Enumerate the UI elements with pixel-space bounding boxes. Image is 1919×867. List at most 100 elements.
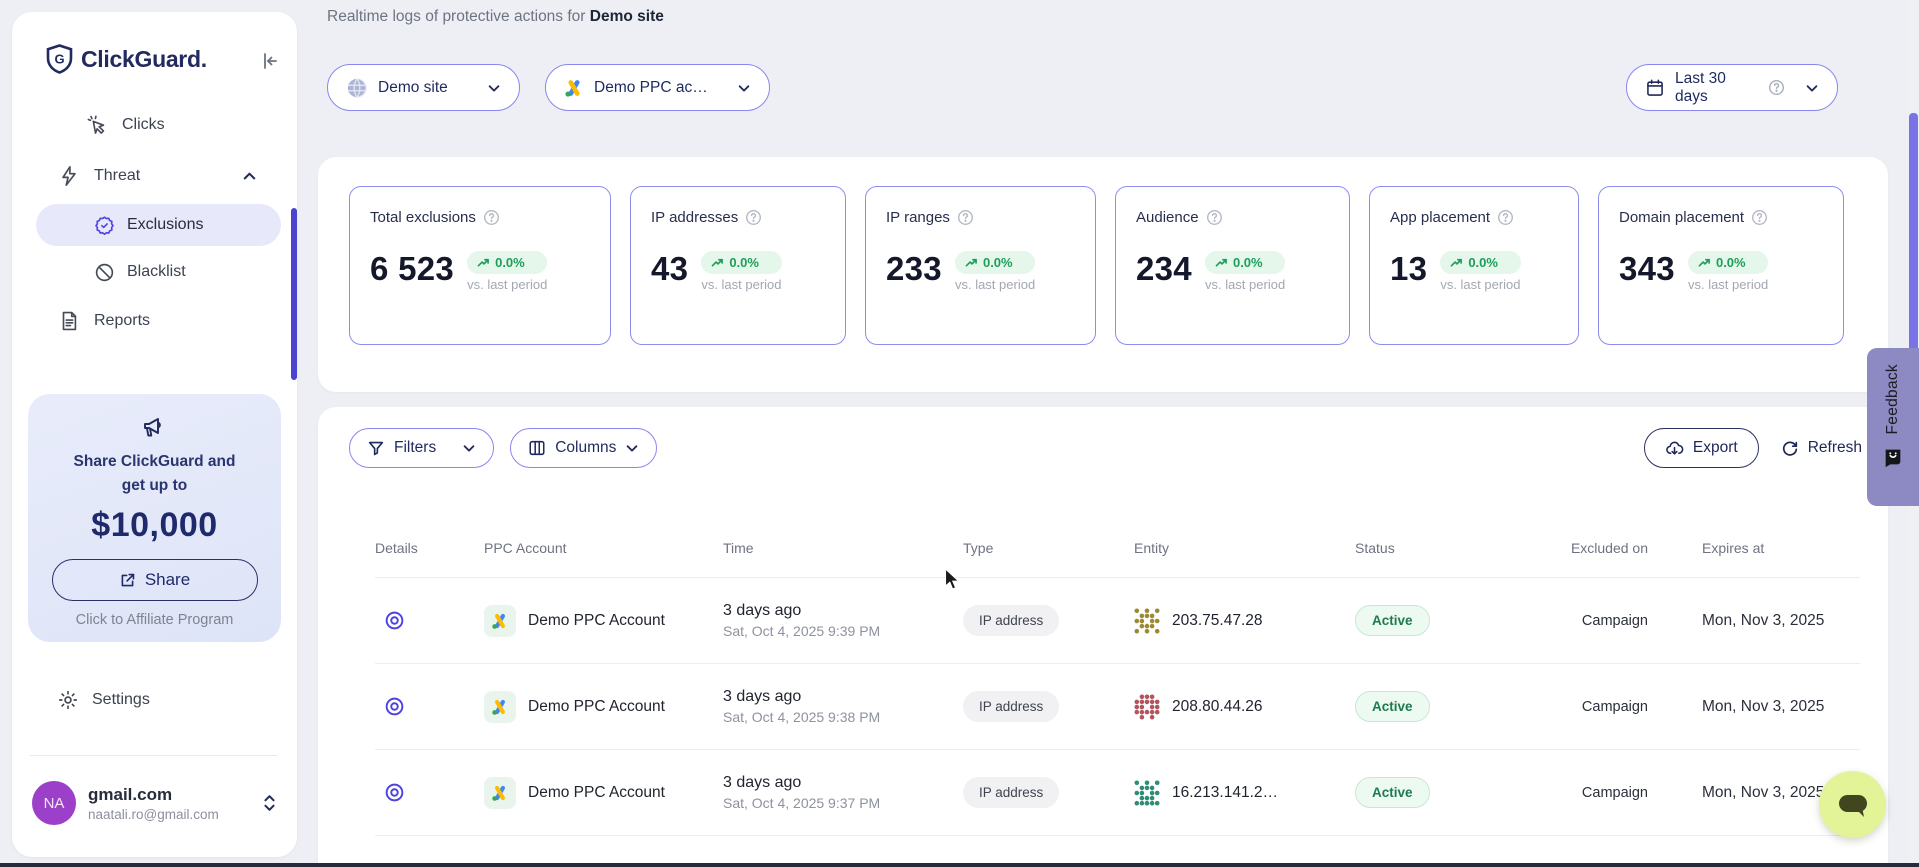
subtitle-text: Realtime logs of protective actions for — [327, 8, 586, 25]
row-details-eye-icon[interactable] — [383, 695, 406, 718]
cloud-download-icon — [1665, 439, 1684, 458]
refresh-button[interactable]: Refresh — [1781, 439, 1862, 457]
table-row[interactable]: Demo PPC Account 3 days ago Sat, Oct 4, … — [375, 664, 1860, 750]
column-header: Status — [1355, 540, 1395, 557]
stat-card: App placement 13 0.0% vs. last period — [1369, 186, 1579, 345]
column-header: Expires at — [1702, 540, 1765, 557]
stat-change-badge: 0.0% — [1204, 251, 1286, 274]
stat-value: 343 — [1619, 250, 1675, 287]
sidebar-item-reports[interactable]: Reports — [12, 298, 297, 344]
sidebar-item-clicks[interactable]: Clicks — [12, 102, 297, 148]
row-excluded-on: Campaign — [1581, 698, 1648, 715]
google-ads-icon — [484, 690, 516, 723]
export-label: Export — [1692, 439, 1738, 456]
stat-card: IP addresses 43 0.0% vs. last period — [630, 186, 846, 345]
help-icon[interactable] — [1497, 209, 1514, 226]
help-icon[interactable] — [1206, 209, 1223, 226]
row-entity-value: 208.80.44.26 — [1172, 697, 1263, 715]
feedback-label: Feedback — [1884, 364, 1901, 435]
stat-comparison-label: vs. last period — [467, 277, 548, 292]
stat-card: Domain placement 343 0.0% vs. last perio… — [1598, 186, 1844, 345]
settings-label: Settings — [92, 691, 150, 708]
sidebar-item-exclusions[interactable]: Exclusions — [36, 204, 281, 246]
refresh-label: Refresh — [1807, 439, 1862, 456]
row-ppc-account: Demo PPC Account — [528, 783, 665, 801]
row-time-absolute: Sat, Oct 4, 2025 9:37 PM — [723, 795, 881, 811]
column-header: Entity — [1134, 540, 1170, 557]
avatar: NA — [32, 781, 76, 825]
help-icon[interactable] — [957, 209, 974, 226]
site-selector-dropdown[interactable]: Demo site — [327, 64, 520, 111]
row-ppc-account: Demo PPC Account — [528, 697, 665, 715]
stat-card: IP ranges 233 0.0% vs. last period — [865, 186, 1096, 345]
row-entity-value: 16.213.141.2… — [1172, 783, 1279, 801]
sidebar-scrollbar[interactable] — [291, 208, 297, 380]
trend-up-icon — [1450, 257, 1463, 268]
sidebar-item-blacklist[interactable]: Blacklist — [36, 251, 281, 293]
stat-change-badge: 0.0% — [1440, 251, 1521, 274]
chevron-up-icon[interactable] — [242, 169, 257, 184]
ppc-account-selector-dropdown[interactable]: Demo PPC ac… — [545, 64, 770, 111]
help-icon[interactable] — [745, 209, 762, 226]
sidebar-collapse-icon[interactable] — [257, 50, 279, 72]
account-switcher[interactable]: NA gmail.com naatali.ro@gmail.com — [32, 781, 277, 825]
stat-change-value: 0.0% — [729, 255, 759, 270]
trend-up-icon — [965, 257, 978, 268]
row-type-badge: IP address — [963, 777, 1060, 808]
trend-up-icon — [711, 257, 724, 268]
column-header: Type — [963, 540, 994, 557]
stat-value: 233 — [886, 250, 942, 287]
stat-change-badge: 0.0% — [954, 251, 1036, 274]
feedback-tab[interactable]: Feedback — [1867, 348, 1919, 506]
table-header-row: Details PPC Account Time Type Entity Status Ex… — [375, 520, 1860, 578]
columns-button[interactable]: Columns — [510, 428, 658, 468]
google-ads-icon — [484, 604, 516, 637]
column-header: Excluded on — [1570, 540, 1648, 557]
stat-label: Total exclusions — [370, 209, 476, 226]
entity-identicon — [1134, 608, 1160, 634]
entity-identicon — [1134, 694, 1160, 720]
sidebar-item-label: Reports — [94, 312, 151, 329]
megaphone-icon — [28, 414, 281, 442]
stat-value: 234 — [1136, 250, 1192, 287]
row-status-badge: Active — [1355, 605, 1430, 636]
row-details-eye-icon[interactable] — [383, 781, 406, 804]
sidebar-item-threat[interactable]: Threat — [12, 153, 297, 199]
row-ppc-account: Demo PPC Account — [528, 611, 665, 629]
date-range-dropdown[interactable]: Last 30 days — [1626, 64, 1838, 111]
trend-up-icon — [1698, 257, 1711, 268]
document-icon — [58, 310, 80, 332]
trend-up-icon — [477, 257, 490, 268]
cursor-click-icon — [86, 114, 108, 136]
affiliate-link[interactable]: Click to Affiliate Program — [75, 612, 234, 629]
page-subtitle: Realtime logs of protective actions for … — [327, 8, 664, 26]
filters-button[interactable]: Filters — [349, 428, 495, 468]
share-button[interactable]: Share — [51, 559, 258, 602]
sidebar-item-label: Blacklist — [127, 263, 186, 280]
help-icon[interactable] — [483, 209, 500, 226]
chevron-down-icon — [462, 441, 476, 455]
row-entity-value: 203.75.47.28 — [1172, 611, 1263, 629]
feedback-smiley-icon — [1882, 446, 1904, 468]
chat-widget-button[interactable] — [1819, 771, 1886, 838]
lightning-icon — [58, 165, 80, 187]
globe-icon — [346, 77, 368, 99]
row-type-badge: IP address — [963, 605, 1060, 636]
help-icon[interactable] — [1751, 209, 1768, 226]
share-button-label: Share — [144, 570, 191, 590]
sidebar-item-settings[interactable]: Settings — [57, 678, 150, 722]
row-details-eye-icon[interactable] — [383, 609, 406, 632]
subtitle-site-name: Demo site — [589, 8, 664, 25]
row-expires-at: Mon, Nov 3, 2025 — [1702, 697, 1825, 715]
row-time-relative: 3 days ago — [723, 774, 802, 791]
filter-funnel-icon — [367, 439, 385, 457]
table-row[interactable]: Demo PPC Account 3 days ago Sat, Oct 4, … — [375, 578, 1860, 664]
stat-label: IP addresses — [651, 209, 739, 226]
export-button[interactable]: Export — [1643, 428, 1759, 468]
page-scrollbar-thumb[interactable] — [1909, 113, 1918, 505]
trend-up-icon — [1215, 257, 1228, 268]
ppc-account-selector-value: Demo PPC ac… — [594, 78, 708, 96]
stat-change-value: 0.0% — [1468, 255, 1498, 270]
exclusions-log-panel: Filters Columns Export — [318, 407, 1888, 867]
table-row[interactable]: Demo PPC Account 3 days ago Sat, Oct 4, … — [375, 750, 1860, 836]
